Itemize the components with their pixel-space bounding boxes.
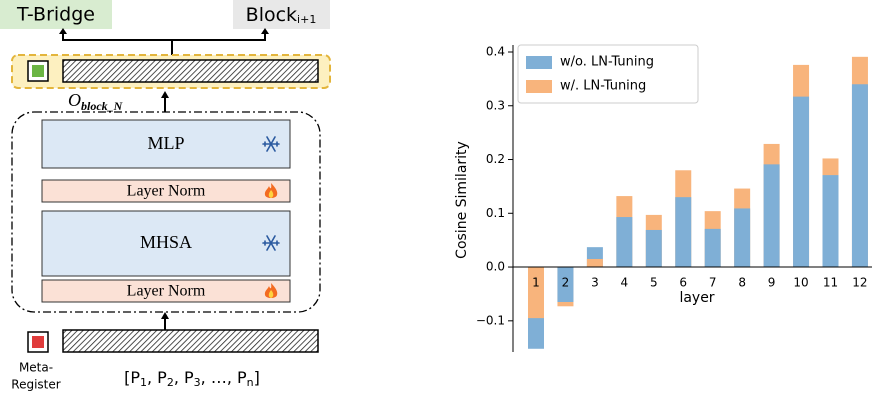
bar <box>586 258 603 268</box>
bar <box>763 164 780 268</box>
x-tick-label: 11 <box>823 276 838 290</box>
x-tick-label: 2 <box>562 276 570 290</box>
bar <box>793 96 810 268</box>
y-tick-label: 0.1 <box>486 206 505 220</box>
module-label: MLP <box>147 133 184 153</box>
legend-box <box>517 44 699 104</box>
prompt-base: , …, P <box>201 368 247 387</box>
t-bridge-label: T-Bridge <box>16 4 95 26</box>
prompt-sub: n <box>247 376 254 389</box>
bridge-token-fill <box>32 65 44 77</box>
output-base: O <box>68 90 81 110</box>
legend-swatch <box>526 56 552 69</box>
legend-swatch <box>526 80 552 93</box>
output-label: Oblock_N <box>68 90 124 113</box>
x-tick-label: 12 <box>852 276 867 290</box>
x-tick-label: 9 <box>768 276 776 290</box>
bar <box>645 229 662 268</box>
block-sub: i+1 <box>297 13 316 26</box>
bar <box>528 267 544 319</box>
x-tick-label: 8 <box>738 276 746 290</box>
block-base: Block <box>246 4 297 26</box>
layernorm-box <box>41 179 291 203</box>
block-box <box>233 0 330 29</box>
module-label: Layer Norm <box>127 283 206 300</box>
chart: Cosine Similarity layer −0.1 0.0 0.1 0.2 0.3… <box>454 44 872 352</box>
y-tick-label: 0.3 <box>486 98 505 112</box>
block-container <box>11 111 321 313</box>
legend-label: w/. LN-Tuning <box>560 79 646 94</box>
prompt-sub: 3 <box>194 376 201 389</box>
meta-token-fill <box>32 336 44 348</box>
connector <box>62 31 266 57</box>
diagram: T-Bridge Blocki+1 Oblock_N MLP Layer Nor… <box>0 0 331 392</box>
bar <box>822 175 839 268</box>
x-tick-label: 7 <box>709 276 717 290</box>
x-tick-label: 4 <box>621 276 629 290</box>
y-axis-label: Cosine Similarity <box>454 141 470 259</box>
prompt-base: ] <box>254 368 260 387</box>
prompt-base: [P <box>124 368 140 387</box>
arrowhead <box>161 312 169 319</box>
bar <box>734 208 751 268</box>
y-tick-label: 0.4 <box>486 44 505 58</box>
token-bar <box>62 59 319 83</box>
prompt-sub: 2 <box>167 376 174 389</box>
output-sub: block_N <box>81 99 124 113</box>
prompt-bar <box>62 329 319 353</box>
arrowhead <box>161 91 169 98</box>
y-tick-label: 0.0 <box>486 260 505 274</box>
block-label: Blocki+1 <box>246 4 317 27</box>
mhsa-box <box>41 210 291 277</box>
mlp-box <box>41 119 291 169</box>
x-tick-label: 5 <box>650 276 658 290</box>
meta-label: Register <box>11 378 60 392</box>
prompt-label: [P1, P2, P3, …, Pn] <box>124 368 260 390</box>
y-tick-label: −0.1 <box>476 313 505 327</box>
x-tick-label: 10 <box>793 276 808 290</box>
meta-label: Meta- <box>19 361 53 375</box>
prompt-sub: 1 <box>140 376 147 389</box>
module-label: Layer Norm <box>127 183 206 200</box>
bar <box>616 217 633 268</box>
bar <box>704 228 721 268</box>
legend-label: w/o. LN-Tuning <box>560 55 654 70</box>
bar <box>851 84 868 268</box>
t-bridge-box <box>0 0 112 29</box>
layernorm-box <box>41 279 291 303</box>
prompt-base: , P <box>174 368 194 387</box>
x-tick-label: 6 <box>679 276 687 290</box>
y-tick-label: 0.2 <box>486 152 505 166</box>
x-axis-label: layer <box>679 290 714 306</box>
x-tick-label: 1 <box>532 276 540 290</box>
x-tick-label: 3 <box>591 276 599 290</box>
bar <box>675 197 692 268</box>
bar <box>557 267 574 302</box>
prompt-base: , P <box>147 368 167 387</box>
module-label: MHSA <box>140 232 192 252</box>
